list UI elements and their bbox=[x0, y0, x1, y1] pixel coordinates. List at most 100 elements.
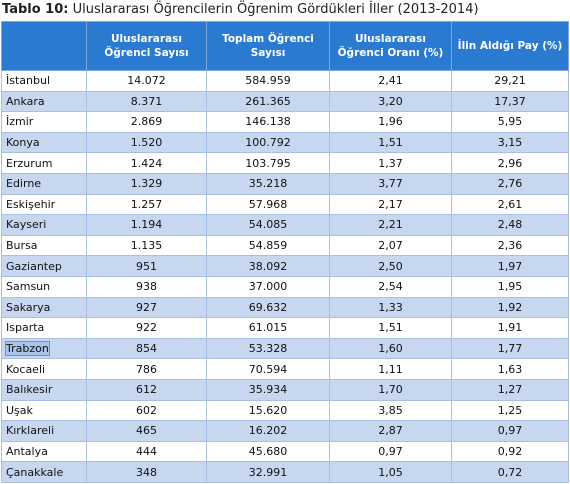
city-name: Edirne bbox=[6, 177, 42, 191]
table-row: Samsun 938 37.000 2,54 1,95 bbox=[1, 275, 569, 298]
value-cell: 2,87 bbox=[329, 420, 452, 442]
city-name: Kocaeli bbox=[6, 362, 46, 376]
city-name: Bursa bbox=[6, 239, 38, 253]
table-row: Trabzon 854 53.328 1,60 1,77 bbox=[1, 337, 569, 360]
table-row: Balıkesir 612 35.934 1,70 1,27 bbox=[1, 378, 569, 401]
value-cell: 38.092 bbox=[206, 255, 330, 277]
value-cell: 584.959 bbox=[206, 70, 330, 92]
value-cell: 2,36 bbox=[451, 234, 569, 257]
city-cell: Erzurum bbox=[1, 152, 87, 174]
value-cell: 3,77 bbox=[329, 172, 452, 195]
city-cell: Konya bbox=[1, 131, 87, 154]
value-cell: 1,33 bbox=[329, 296, 452, 319]
table-row: Isparta 922 61.015 1,51 1,91 bbox=[1, 317, 569, 339]
value-cell: 2,54 bbox=[329, 275, 452, 298]
city-name: Konya bbox=[6, 136, 40, 150]
value-cell: 1.520 bbox=[86, 131, 207, 154]
value-cell: 951 bbox=[86, 255, 207, 277]
value-cell: 3,15 bbox=[451, 131, 569, 154]
value-cell: 1.194 bbox=[86, 214, 207, 236]
value-cell: 465 bbox=[86, 420, 207, 442]
table-title: Tablo 10: Uluslararası Öğrencilerin Öğre… bbox=[0, 0, 570, 21]
value-cell: 602 bbox=[86, 399, 207, 422]
city-cell: Antalya bbox=[1, 440, 87, 463]
value-cell: 0,97 bbox=[451, 420, 569, 442]
city-cell: Kırklareli bbox=[1, 420, 87, 442]
value-cell: 2,96 bbox=[451, 152, 569, 174]
value-cell: 2,07 bbox=[329, 234, 452, 257]
value-cell: 1,51 bbox=[329, 131, 452, 154]
value-cell: 8.371 bbox=[86, 90, 207, 113]
city-cell: Çanakkale bbox=[1, 461, 87, 483]
city-name: Erzurum bbox=[6, 156, 53, 170]
table-row: Eskişehir 1.257 57.968 2,17 2,61 bbox=[1, 193, 569, 216]
header-cell: Toplam Öğrenci Sayısı bbox=[206, 21, 330, 71]
city-cell: Bursa bbox=[1, 234, 87, 257]
value-cell: 786 bbox=[86, 358, 207, 380]
value-cell: 927 bbox=[86, 296, 207, 319]
value-cell: 32.991 bbox=[206, 461, 330, 483]
value-cell: 1,05 bbox=[329, 461, 452, 483]
table-row: Ankara 8.371 261.365 3,20 17,37 bbox=[1, 90, 569, 113]
city-cell: Kocaeli bbox=[1, 358, 87, 380]
title-label: Tablo 10: bbox=[2, 2, 69, 17]
table-row: Kocaeli 786 70.594 1,11 1,63 bbox=[1, 358, 569, 380]
value-cell: 53.328 bbox=[206, 337, 330, 360]
value-cell: 15.620 bbox=[206, 399, 330, 422]
value-cell: 1,63 bbox=[451, 358, 569, 380]
value-cell: 100.792 bbox=[206, 131, 330, 154]
table-row: Bursa 1.135 54.859 2,07 2,36 bbox=[1, 234, 569, 257]
table-row: Erzurum 1.424 103.795 1,37 2,96 bbox=[1, 152, 569, 174]
value-cell: 1,95 bbox=[451, 275, 569, 298]
data-table: Uluslararası Öğrenci Sayısı Toplam Öğrenc… bbox=[1, 21, 569, 483]
value-cell: 35.934 bbox=[206, 378, 330, 401]
header-row: Uluslararası Öğrenci Sayısı Toplam Öğrenc… bbox=[1, 21, 569, 71]
value-cell: 17,37 bbox=[451, 90, 569, 113]
city-cell: Edirne bbox=[1, 172, 87, 195]
value-cell: 2,50 bbox=[329, 255, 452, 277]
value-cell: 1,97 bbox=[451, 255, 569, 277]
value-cell: 1,91 bbox=[451, 317, 569, 339]
value-cell: 1.257 bbox=[86, 193, 207, 216]
value-cell: 1,51 bbox=[329, 317, 452, 339]
value-cell: 146.138 bbox=[206, 111, 330, 133]
value-cell: 54.859 bbox=[206, 234, 330, 257]
value-cell: 261.365 bbox=[206, 90, 330, 113]
value-cell: 854 bbox=[86, 337, 207, 360]
city-cell: İstanbul bbox=[1, 70, 87, 92]
value-cell: 1,70 bbox=[329, 378, 452, 401]
city-name: Gaziantep bbox=[6, 259, 62, 273]
value-cell: 1,96 bbox=[329, 111, 452, 133]
city-cell: Sakarya bbox=[1, 296, 87, 319]
value-cell: 1,11 bbox=[329, 358, 452, 380]
value-cell: 938 bbox=[86, 275, 207, 298]
table-row: Edirne 1.329 35.218 3,77 2,76 bbox=[1, 172, 569, 195]
value-cell: 1.424 bbox=[86, 152, 207, 174]
city-name: Eskişehir bbox=[6, 197, 56, 211]
city-cell: Ankara bbox=[1, 90, 87, 113]
title-text: Uluslararası Öğrencilerin Öğrenim Gördük… bbox=[72, 2, 479, 17]
table-row: Kayseri 1.194 54.085 2,21 2,48 bbox=[1, 214, 569, 236]
value-cell: 1,25 bbox=[451, 399, 569, 422]
value-cell: 2.869 bbox=[86, 111, 207, 133]
city-cell: Samsun bbox=[1, 275, 87, 298]
table-row: Kırklareli 465 16.202 2,87 0,97 bbox=[1, 420, 569, 442]
table-body: İstanbul 14.072 584.959 2,41 29,21 Ankara 8.37… bbox=[1, 70, 569, 483]
value-cell: 1,77 bbox=[451, 337, 569, 360]
table-row: Antalya 444 45.680 0,97 0,92 bbox=[1, 440, 569, 463]
city-name: Samsun bbox=[6, 280, 51, 294]
city-name: Antalya bbox=[6, 444, 48, 458]
city-name: Balıkesir bbox=[6, 383, 53, 397]
table-row: Sakarya 927 69.632 1,33 1,92 bbox=[1, 296, 569, 319]
value-cell: 61.015 bbox=[206, 317, 330, 339]
table-row: Çanakkale 348 32.991 1,05 0,72 bbox=[1, 461, 569, 483]
value-cell: 103.795 bbox=[206, 152, 330, 174]
header-cell: Uluslararası Öğrenci Sayısı bbox=[86, 21, 207, 71]
city-cell: Eskişehir bbox=[1, 193, 87, 216]
city-cell: Balıkesir bbox=[1, 378, 87, 401]
city-name: Kırklareli bbox=[6, 424, 55, 438]
city-name: Kayseri bbox=[6, 218, 47, 232]
city-cell: Kayseri bbox=[1, 214, 87, 236]
city-cell: Trabzon bbox=[1, 337, 87, 360]
